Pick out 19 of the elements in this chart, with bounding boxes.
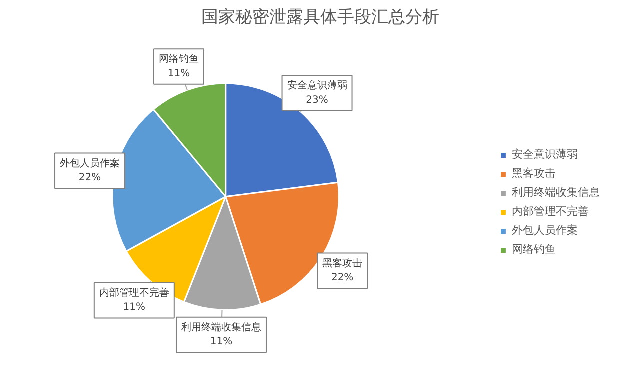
data-label: 11% xyxy=(168,68,190,80)
slice-label: 内部管理不完善 xyxy=(99,286,170,299)
legend-label: 内部管理不完善 xyxy=(512,204,589,219)
slice-label: 安全意识薄弱 xyxy=(287,79,348,92)
chart-title: 国家秘密泄露具体手段汇总分析 xyxy=(202,8,440,28)
slice-label: 利用终端收集信息 xyxy=(181,321,262,334)
slice-label: 外包人员作案 xyxy=(60,157,120,170)
legend-label: 黑客攻击 xyxy=(512,166,556,181)
data-label: 22% xyxy=(78,172,102,184)
slice-label: 黑客攻击 xyxy=(322,257,363,270)
data-label: 22% xyxy=(331,272,354,284)
legend-label: 外包人员作案 xyxy=(512,223,578,238)
data-label: 11% xyxy=(210,336,233,348)
legend-label: 网络钓鱼 xyxy=(512,242,556,257)
legend-label: 利用终端收集信息 xyxy=(512,185,600,200)
data-label: 23% xyxy=(306,94,328,106)
slice-label: 网络钓鱼 xyxy=(158,53,199,66)
data-label: 11% xyxy=(123,302,146,314)
legend-label: 安全意识薄弱 xyxy=(512,147,578,162)
